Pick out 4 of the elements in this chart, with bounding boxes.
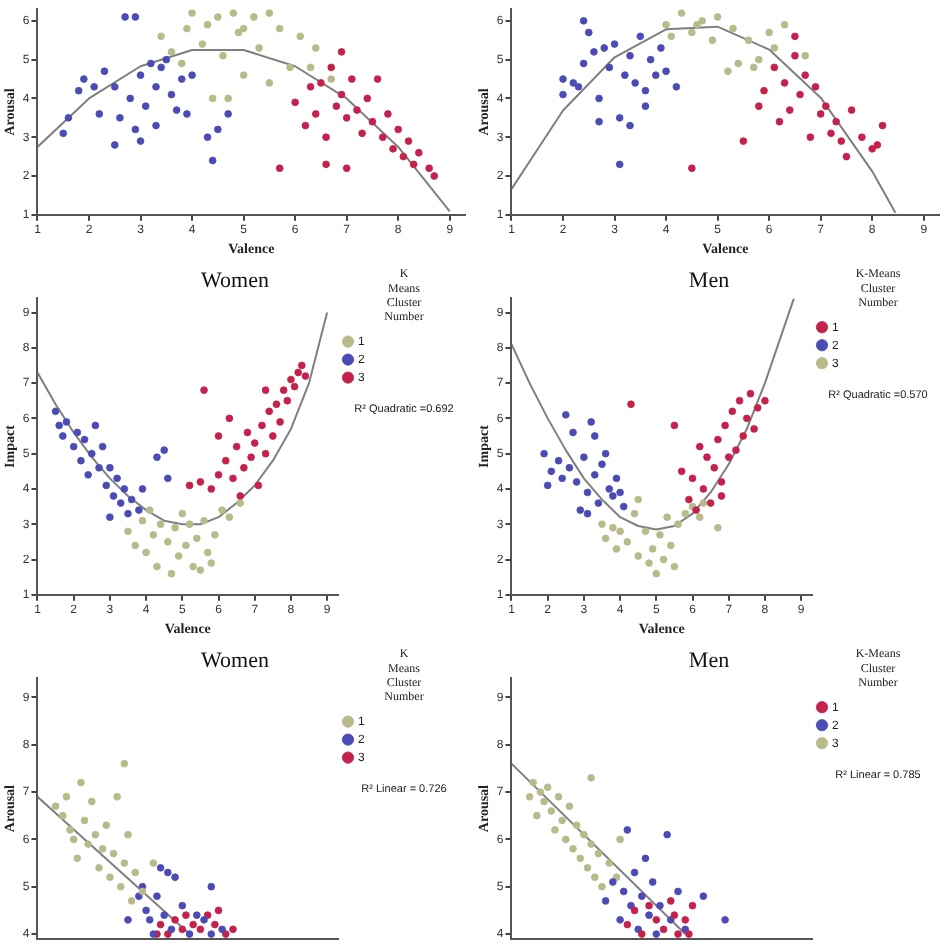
chart-title: Women <box>201 268 270 293</box>
chart-title: Women <box>201 648 270 673</box>
chart-title: Men <box>688 648 731 673</box>
chart-title: Men <box>688 268 731 293</box>
